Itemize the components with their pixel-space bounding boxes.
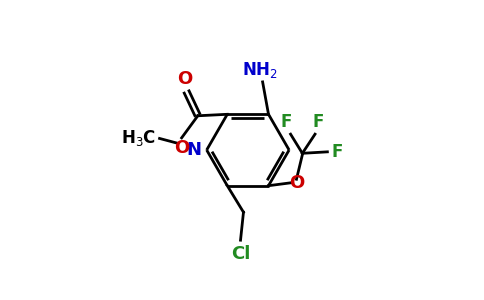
Text: F: F [313,113,324,131]
Text: O: O [174,139,189,157]
Text: N: N [186,141,201,159]
Text: NH$_2$: NH$_2$ [242,60,277,80]
Text: O: O [177,70,192,88]
Text: F: F [332,143,343,161]
Text: H$_3$C: H$_3$C [121,128,157,148]
Text: Cl: Cl [231,244,250,262]
Text: F: F [281,113,292,131]
Text: O: O [289,174,304,192]
